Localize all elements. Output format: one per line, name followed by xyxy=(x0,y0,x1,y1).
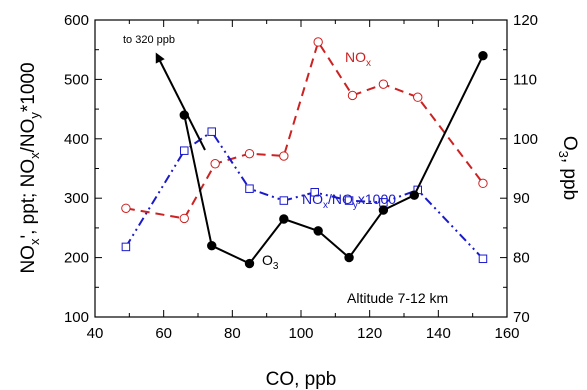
data-point-nox xyxy=(347,90,358,101)
y-axis-right-title: O3, ppb xyxy=(556,136,580,200)
series-label-nox: NOx xyxy=(345,49,371,69)
series-layer xyxy=(121,37,488,269)
data-point-nox xyxy=(313,37,323,47)
data-point-o3 xyxy=(378,205,389,215)
y-left-tick-label: 600 xyxy=(64,12,89,29)
data-point-ratio xyxy=(310,188,319,197)
data-point-o3 xyxy=(207,241,217,251)
altitude-label: Altitude 7-12 km xyxy=(347,290,448,306)
data-point-o3 xyxy=(409,190,419,200)
data-point-ratio xyxy=(207,127,216,136)
data-point-ratio xyxy=(279,196,289,205)
data-point-ratio xyxy=(245,184,254,193)
data-point-o3 xyxy=(344,252,354,263)
arrow-label: to 320 ppb xyxy=(123,34,175,46)
x-tick-label: 160 xyxy=(494,325,519,342)
data-point-o3 xyxy=(279,214,289,224)
x-tick-label: 120 xyxy=(357,325,382,342)
y-left-tick-label: 200 xyxy=(64,250,89,267)
y-right-tick-label: 90 xyxy=(513,190,530,207)
data-point-nox xyxy=(279,151,289,161)
y-right-tick-label: 120 xyxy=(513,12,538,29)
plot-frame xyxy=(94,19,508,318)
data-point-nox xyxy=(378,79,389,89)
y-right-tick-label: 70 xyxy=(513,309,530,326)
data-point-nox xyxy=(478,178,488,189)
x-tick-label: 80 xyxy=(224,325,241,342)
series-label-o3: O3 xyxy=(262,252,279,272)
data-point-ratio xyxy=(344,196,354,205)
data-point-o3 xyxy=(478,50,488,61)
data-point-nox xyxy=(179,213,189,224)
x-tick-label: 60 xyxy=(155,325,172,342)
series-line-ratio xyxy=(125,130,484,260)
y-right-tick-label: 100 xyxy=(513,131,538,148)
x-tick-label: 140 xyxy=(426,325,451,342)
data-point-nox xyxy=(210,159,220,169)
series-label-ratio: NOx/NOyx1000 xyxy=(302,191,396,211)
data-point-ratio xyxy=(121,242,131,252)
y-left-tick-label: 300 xyxy=(64,190,89,207)
data-point-o3 xyxy=(244,258,255,269)
y-left-tick-label: 100 xyxy=(64,309,89,326)
y-left-tick-label: 400 xyxy=(64,131,89,148)
data-point-ratio xyxy=(180,146,189,155)
x-tick-label: 40 xyxy=(87,325,104,342)
y-right-tick-label: 80 xyxy=(513,250,530,267)
y-left-tick-label: 500 xyxy=(64,71,89,88)
x-axis-title: CO, ppb xyxy=(266,369,337,390)
axes: 40 60 80 100 120 140 160 100 200 300 400 500 600 70 80… xyxy=(64,12,538,342)
data-point-o3 xyxy=(313,226,323,236)
y-axis-left-title: NOx', ppt; NOx/NOy*1000 xyxy=(18,62,42,273)
data-point-nox xyxy=(244,148,255,159)
data-point-ratio xyxy=(478,254,488,264)
x-tick-label: 100 xyxy=(288,325,313,342)
data-point-nox xyxy=(121,203,131,213)
data-point-nox xyxy=(413,92,423,102)
y-right-tick-label: 110 xyxy=(513,71,537,88)
arrow-line xyxy=(155,52,206,151)
